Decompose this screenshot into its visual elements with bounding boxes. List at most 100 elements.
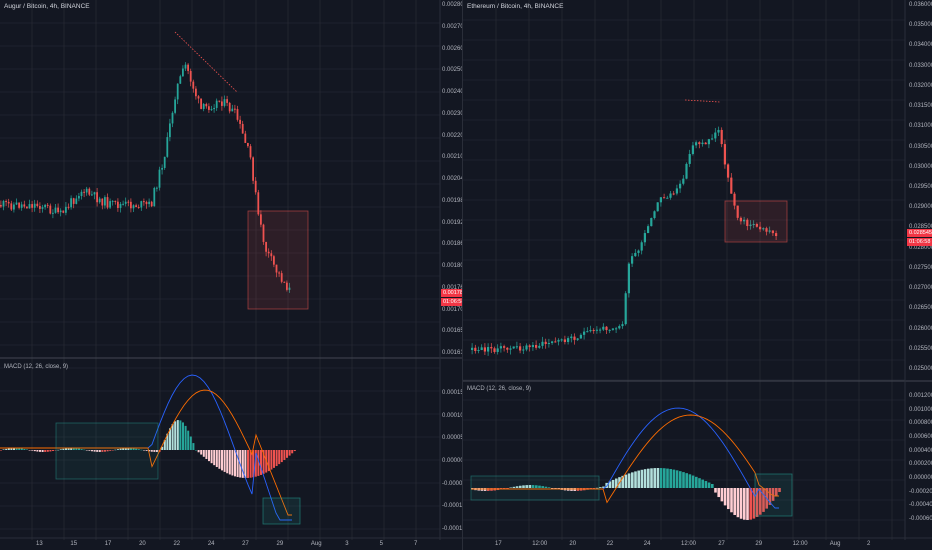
macd-histogram-bar bbox=[663, 468, 666, 488]
candle bbox=[109, 201, 111, 208]
candle bbox=[669, 193, 672, 198]
macd-histogram-bar bbox=[145, 450, 148, 451]
candle bbox=[736, 205, 739, 218]
macd-histogram-bar bbox=[270, 450, 273, 470]
candle bbox=[583, 331, 586, 335]
axis-label: 0.002400 bbox=[442, 89, 462, 95]
macd-histogram-bar bbox=[83, 449, 86, 451]
candle bbox=[127, 201, 130, 203]
candle bbox=[114, 200, 117, 202]
candle bbox=[36, 203, 39, 207]
candle bbox=[592, 330, 595, 332]
macd-histogram-bar bbox=[669, 469, 672, 488]
candle bbox=[541, 341, 544, 346]
macd-histogram-bar bbox=[124, 448, 127, 450]
time-axis-label: 27 bbox=[242, 541, 249, 547]
candle bbox=[96, 192, 98, 203]
candle bbox=[228, 102, 231, 112]
time-axis-label: 17 bbox=[104, 541, 112, 547]
candle bbox=[241, 123, 244, 134]
candle bbox=[653, 211, 656, 219]
time-axis-label: 24 bbox=[207, 541, 215, 547]
candle bbox=[477, 350, 480, 352]
candle bbox=[771, 230, 774, 234]
candle bbox=[685, 163, 688, 179]
macd-histogram-bar bbox=[531, 485, 535, 488]
candle bbox=[130, 201, 132, 209]
axis-label: 0.027000 bbox=[909, 285, 932, 292]
macd-histogram-bar bbox=[205, 450, 208, 459]
axis-label: 0.002200 bbox=[442, 132, 462, 139]
macd-histogram-bar bbox=[640, 469, 644, 488]
candle bbox=[573, 336, 576, 340]
macd-histogram-bar bbox=[685, 473, 688, 488]
axis-label: 0.000000 bbox=[442, 458, 462, 464]
time-axis-label: 20 bbox=[139, 541, 146, 547]
candle bbox=[23, 204, 26, 207]
candle bbox=[752, 224, 755, 226]
candle bbox=[46, 204, 49, 206]
macd-histogram-bar bbox=[10, 448, 13, 450]
axis-label: 0.000000 bbox=[909, 475, 932, 481]
macd-histogram-bar bbox=[0, 450, 2, 451]
macd-histogram-bar bbox=[226, 450, 229, 474]
macd-histogram-bar bbox=[18, 448, 21, 450]
candle bbox=[535, 345, 538, 348]
highlight-box bbox=[247, 210, 309, 310]
axis-label: 0.002040 bbox=[442, 176, 462, 182]
candle bbox=[192, 81, 195, 89]
axis-label: 0.001700 bbox=[442, 306, 462, 313]
symbol-title: Augur / Bitcoin, 4h, BINANCE bbox=[4, 3, 90, 10]
macd-histogram-bar bbox=[249, 450, 252, 478]
axis-label: 0.000600 bbox=[909, 434, 932, 440]
macd-histogram-bar bbox=[775, 488, 778, 497]
macd-histogram-bar bbox=[13, 448, 15, 450]
time-axis-label: 27 bbox=[718, 541, 725, 547]
candle bbox=[506, 347, 509, 350]
augur-btc-chart[interactable]: Augur / Bitcoin, 4h, BINANCE 0.002800 0.0… bbox=[0, 0, 463, 550]
candle bbox=[474, 347, 477, 351]
candle bbox=[54, 207, 57, 213]
time-axis-label: 5 bbox=[379, 541, 383, 547]
macd-histogram-bar bbox=[512, 486, 516, 488]
macd-histogram-bar bbox=[672, 469, 676, 488]
candle bbox=[714, 132, 717, 139]
candle bbox=[200, 98, 202, 109]
ethereum-btc-chart[interactable]: Ethereum / Bitcoin, 4h, BINANCE 0.036000… bbox=[463, 0, 932, 550]
macd-histogram-bar bbox=[127, 448, 130, 450]
macd-histogram-bar bbox=[143, 450, 145, 451]
candle bbox=[169, 123, 171, 138]
candle bbox=[210, 109, 213, 111]
macd-histogram-bar bbox=[132, 448, 135, 450]
candle bbox=[595, 329, 598, 331]
candle bbox=[150, 201, 153, 207]
candle bbox=[93, 192, 96, 195]
axis-label: 0.025000 bbox=[909, 366, 932, 372]
macd-histogram-bar bbox=[62, 448, 65, 450]
candle bbox=[278, 272, 280, 274]
macd-histogram-bar bbox=[659, 468, 663, 488]
augur-chart-canvas[interactable] bbox=[0, 0, 462, 550]
candle bbox=[631, 256, 634, 264]
macd-histogram-bar bbox=[88, 450, 91, 451]
ethereum-chart-canvas[interactable] bbox=[463, 0, 932, 550]
time-axis-label: 13 bbox=[36, 541, 43, 547]
candle bbox=[31, 204, 33, 208]
candle bbox=[187, 64, 189, 71]
macd-histogram-bar bbox=[573, 488, 576, 491]
time-axis-label: 22 bbox=[606, 541, 614, 547]
axis-label: 0.002100 bbox=[442, 154, 462, 161]
candle bbox=[496, 348, 499, 352]
axis-label: 0.034000 bbox=[909, 42, 932, 49]
macd-histogram-bar bbox=[119, 448, 122, 450]
candle bbox=[72, 198, 75, 204]
macd-histogram-bar bbox=[106, 450, 109, 452]
candle bbox=[252, 157, 254, 181]
axis-label: 0.026500 bbox=[909, 305, 932, 312]
macd-histogram-bar bbox=[634, 471, 637, 488]
axis-label: 0.000200 bbox=[909, 461, 932, 468]
candle bbox=[490, 347, 493, 349]
macd-histogram-bar bbox=[554, 488, 557, 489]
candle bbox=[223, 99, 226, 106]
macd-histogram-bar bbox=[182, 422, 184, 450]
